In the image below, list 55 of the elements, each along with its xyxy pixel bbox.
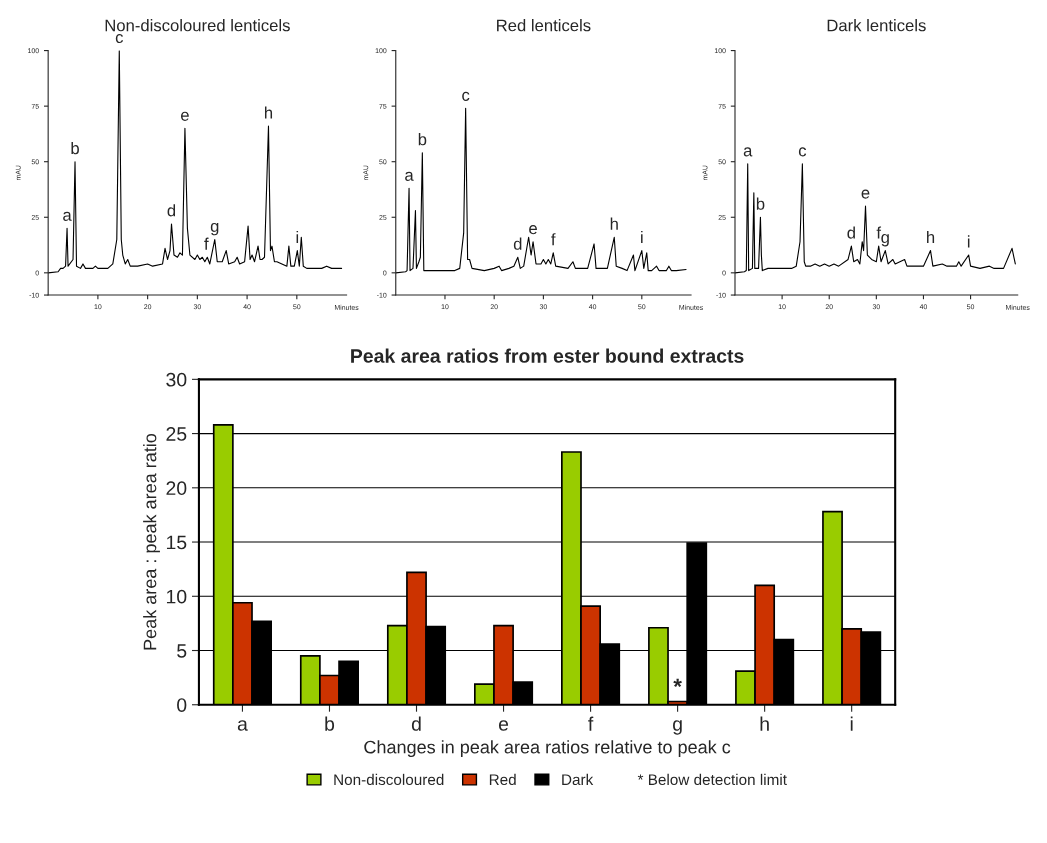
y-axis-title: Peak area : peak area ratio	[143, 433, 160, 650]
line-series	[48, 50, 343, 274]
annotation: b	[418, 133, 427, 146]
annotation: c	[798, 147, 807, 157]
legend-label: Red	[489, 773, 516, 786]
annotation: h	[610, 217, 618, 230]
x-axis-title: Changes in peak area ratios relative to peak c	[364, 740, 731, 758]
annotation: h	[265, 106, 273, 119]
text: * Below detection limit	[637, 773, 787, 786]
annotation: *	[673, 678, 682, 688]
annotation: g	[210, 222, 219, 236]
y-tick-label: 10	[166, 589, 187, 604]
annotation: d	[513, 237, 522, 250]
annotation: b	[756, 197, 765, 210]
x-tick-label: b	[325, 716, 335, 731]
annotation: c	[462, 91, 470, 101]
annotation: e	[181, 111, 189, 121]
annotation: i	[296, 230, 299, 243]
annotation: a	[63, 211, 72, 221]
y-tick-label: 30	[166, 372, 187, 387]
annotation: i	[967, 235, 970, 248]
chart-title: Dark lenticels	[827, 19, 926, 32]
y-tick-label: 5	[177, 644, 187, 658]
y-tick-label: 0	[177, 698, 187, 712]
chart-title: Non-discoloured lenticels	[105, 19, 290, 32]
annotation: d	[167, 204, 176, 217]
annotation: e	[529, 225, 537, 235]
x-tick-label: a	[237, 720, 248, 731]
y-tick-label: 25	[166, 427, 187, 441]
x-tick-label: e	[498, 720, 509, 731]
line-series	[395, 107, 687, 274]
annotation: i	[641, 230, 643, 243]
x-tick-label: f	[588, 716, 594, 731]
x-tick-label: h	[760, 716, 769, 731]
annotation: d	[847, 226, 855, 239]
chart-title: Peak area ratios from ester bound extracts	[351, 348, 744, 363]
annotation: a	[743, 147, 753, 157]
x-tick-label: i	[850, 716, 853, 731]
annotation: b	[71, 142, 79, 155]
x-tick-label: g	[673, 720, 682, 735]
annotation: g	[881, 234, 889, 247]
y-tick-label: 20	[166, 481, 187, 496]
chart-title: Red lenticels	[497, 19, 591, 32]
annotation: c	[115, 33, 124, 44]
annotation: f	[876, 226, 882, 239]
line-series	[734, 163, 1016, 274]
x-tick-label: d	[411, 716, 421, 731]
annotation: f	[551, 233, 556, 246]
legend-label: Dark	[562, 773, 594, 786]
y-tick-label: 15	[166, 535, 187, 550]
annotation: a	[405, 171, 414, 181]
annotation: e	[861, 189, 870, 199]
legend-label: Non-discoloured	[334, 773, 444, 786]
annotation: f	[204, 237, 209, 250]
annotation: h	[927, 230, 935, 243]
